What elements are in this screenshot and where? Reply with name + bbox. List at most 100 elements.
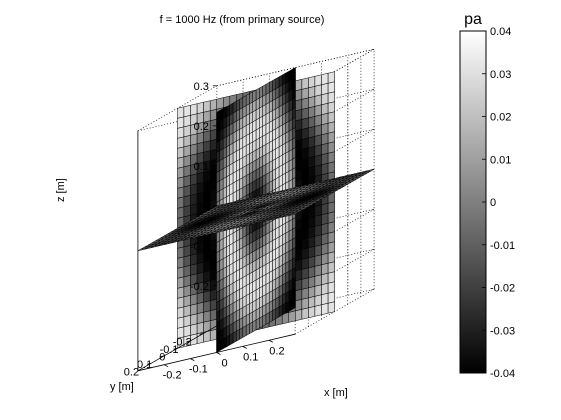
x-tick bbox=[268, 339, 274, 343]
slice-cell bbox=[327, 121, 335, 134]
y-tick-labels: -0.2-0.10 0.10.2 bbox=[124, 332, 204, 378]
slice-cell bbox=[327, 81, 335, 94]
slice-cell bbox=[282, 72, 286, 86]
slice-cell bbox=[183, 194, 191, 208]
slice-cell bbox=[177, 286, 185, 299]
slice-cell bbox=[314, 284, 322, 297]
slice-cell bbox=[314, 234, 322, 247]
slice-cell bbox=[327, 201, 335, 214]
slice-cell bbox=[308, 305, 316, 319]
slice-cell bbox=[219, 108, 224, 122]
slice-cell bbox=[301, 257, 309, 270]
slice-cell bbox=[203, 260, 211, 273]
slice-cell bbox=[301, 247, 309, 260]
slice-cell bbox=[301, 97, 309, 110]
slice-cell bbox=[209, 168, 217, 182]
colorbar-tick-label: 0.01 bbox=[490, 154, 511, 166]
slice-cell bbox=[295, 138, 303, 152]
slice-cell bbox=[308, 265, 316, 279]
slice-cell bbox=[242, 95, 247, 108]
slice-cell bbox=[327, 71, 335, 84]
slice-cell bbox=[314, 214, 322, 227]
z-tick-label: 0.1 bbox=[194, 161, 209, 173]
slice-cell bbox=[295, 228, 303, 242]
slice-cell bbox=[249, 91, 253, 105]
slice-cell bbox=[321, 292, 329, 306]
slice-cell bbox=[177, 186, 185, 199]
slice-cell bbox=[190, 313, 198, 326]
slice-cell bbox=[288, 310, 296, 323]
slice-cell bbox=[209, 118, 217, 132]
colorbar-tick-label: 0 bbox=[490, 197, 496, 209]
slice-cell bbox=[196, 101, 204, 115]
colorbar-tick-label: -0.04 bbox=[490, 368, 515, 380]
slice-cell bbox=[262, 83, 267, 97]
slice-cell bbox=[321, 142, 329, 156]
slice-cell bbox=[314, 264, 322, 277]
z-axis-label: z [m] bbox=[55, 178, 67, 202]
slice-cell bbox=[209, 138, 217, 152]
y-tick bbox=[146, 362, 152, 365]
slice-cell bbox=[327, 271, 335, 284]
slice-cell bbox=[321, 282, 329, 296]
slice-cell bbox=[295, 268, 303, 282]
slice-cell bbox=[245, 93, 250, 107]
slice-cell bbox=[177, 146, 185, 159]
slice-cell bbox=[327, 241, 335, 254]
x-tick bbox=[163, 364, 169, 368]
slice-cell bbox=[295, 248, 303, 262]
colorbar-tick-label: -0.02 bbox=[490, 283, 515, 295]
slice-cell bbox=[314, 124, 322, 137]
slice-cell bbox=[190, 173, 198, 186]
slice-cell bbox=[190, 203, 198, 216]
slice-cell bbox=[209, 298, 217, 312]
slice-cell bbox=[259, 85, 263, 99]
y-tick-label: -0.2 bbox=[173, 336, 192, 348]
slice-cell bbox=[308, 295, 316, 309]
slice-cell bbox=[232, 100, 237, 114]
slice-cell bbox=[203, 180, 211, 193]
slice-cell bbox=[196, 311, 204, 325]
slice-cell bbox=[177, 276, 185, 289]
colorbar-tick-label: -0.01 bbox=[490, 240, 515, 252]
slice-cell bbox=[203, 310, 211, 323]
y-tick bbox=[173, 347, 178, 350]
slice-cell bbox=[295, 88, 303, 102]
z-tick-label: -0.2 bbox=[190, 281, 209, 293]
slice-cell bbox=[177, 266, 185, 279]
slice-cell bbox=[327, 221, 335, 234]
slice-cell bbox=[301, 297, 309, 310]
slice-cell bbox=[203, 300, 211, 313]
slice-cell bbox=[177, 256, 185, 269]
x-tick-label: -0.1 bbox=[189, 364, 208, 376]
slice-cell bbox=[321, 202, 329, 216]
slice-cell bbox=[196, 141, 204, 155]
slice-cell bbox=[295, 118, 303, 132]
slice-cell bbox=[295, 278, 303, 292]
slice-cell bbox=[209, 258, 217, 272]
slice-cell bbox=[196, 251, 204, 265]
slice-cell bbox=[190, 263, 198, 276]
slice-cell bbox=[177, 316, 185, 329]
slice-cell bbox=[190, 103, 198, 116]
colorbar-tick-label: 0.02 bbox=[490, 112, 511, 124]
slice-cell bbox=[301, 167, 309, 180]
slice-cell bbox=[308, 275, 316, 289]
slice-cell bbox=[301, 237, 309, 250]
slice-cell bbox=[288, 212, 299, 216]
slice-cell bbox=[183, 204, 191, 218]
slice-cell bbox=[314, 164, 322, 177]
y-tick-label: 0.1 bbox=[137, 359, 152, 371]
slice-cell bbox=[209, 328, 217, 342]
slice-cell bbox=[295, 238, 303, 252]
slice-cell bbox=[177, 166, 185, 179]
slice-cell bbox=[209, 108, 217, 122]
slice-cell bbox=[308, 155, 316, 169]
slice-cell bbox=[314, 74, 322, 87]
slice-cell bbox=[327, 101, 335, 114]
slice-cell bbox=[196, 261, 204, 275]
slice-cell bbox=[314, 274, 322, 287]
slice-cell bbox=[295, 288, 303, 302]
slice-cell bbox=[183, 254, 191, 268]
slice-cell bbox=[308, 205, 316, 219]
